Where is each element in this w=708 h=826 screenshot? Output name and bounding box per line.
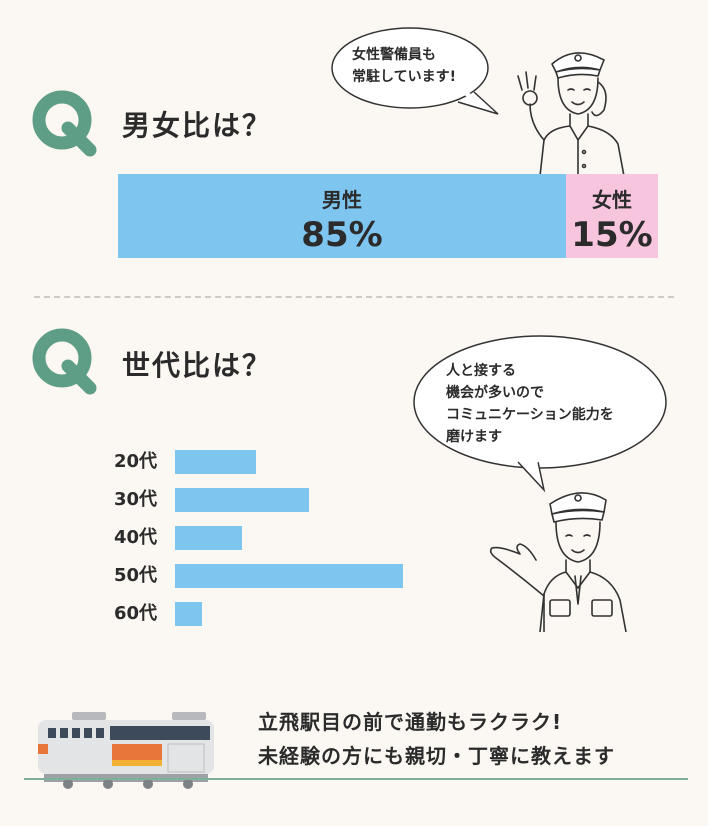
male-guard-illustration: [489, 492, 627, 632]
footer-line-training: 未経験の方にも親切・丁寧に教えます: [258, 744, 615, 768]
male-label: 男性: [322, 188, 362, 212]
speech-bubble: [331, 27, 499, 115]
age-label: 20代: [114, 451, 158, 472]
age-bar: [175, 450, 256, 474]
bubble-line: 常駐しています!: [352, 69, 456, 85]
bubble-line: 磨けます: [446, 429, 502, 445]
speech-bubble: [413, 335, 667, 492]
female-guard-illustration: [517, 52, 625, 176]
age-bar: [175, 602, 202, 626]
section-title-age: 世代比は？: [122, 349, 273, 382]
age-bar: [175, 526, 242, 550]
female-percent: 15%: [571, 215, 653, 255]
bubble-line: 人と接する: [446, 363, 516, 379]
age-label: 50代: [114, 565, 158, 586]
footer-rule: [24, 778, 688, 780]
age-bar: [175, 564, 403, 588]
male-ratio-bar: 男性 85%: [118, 174, 566, 258]
male-percent: 85%: [301, 215, 383, 255]
bubble-line: 女性警備員も: [352, 47, 436, 63]
bubble-text-communication: 人と接する 機会が多いので コミュニケーション能力を 磨けます: [446, 360, 614, 448]
bubble-line: 機会が多いので: [446, 385, 544, 401]
footer-line-commute: 立飛駅目の前で通勤もラクラク!: [258, 710, 563, 734]
q-icon: [32, 328, 97, 395]
female-label: 女性: [592, 188, 632, 212]
bubble-text-female-guards: 女性警備員も 常駐しています!: [352, 44, 456, 88]
age-bar: [175, 488, 309, 512]
bubble-line: コミュニケーション能力を: [446, 407, 614, 423]
age-label: 40代: [114, 527, 158, 548]
train-illustration: [38, 712, 214, 789]
dashed-divider: [34, 296, 674, 298]
section-title-gender: 男女比は？: [122, 109, 273, 142]
age-label: 60代: [114, 603, 158, 624]
q-icon: [32, 90, 97, 157]
female-ratio-bar: 女性 15%: [566, 174, 658, 258]
age-label: 30代: [114, 489, 158, 510]
